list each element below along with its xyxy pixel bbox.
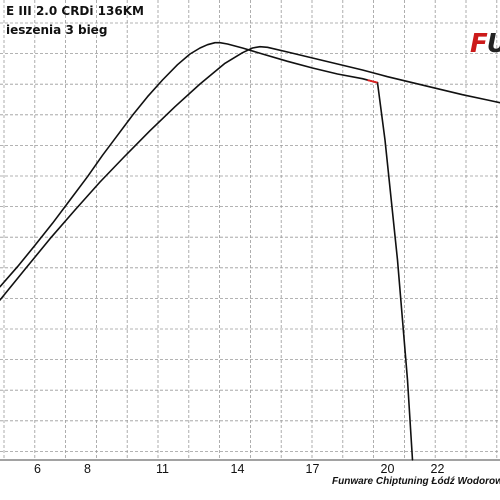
tick-layer: 6 8 11 14 17 20 22 <box>34 462 444 476</box>
chart-title-line-2: ieszenia 3 bieg <box>6 23 108 37</box>
x-tick-label: 11 <box>156 462 169 476</box>
chart-title-line-1: E III 2.0 CRDi 136KM <box>6 4 144 18</box>
x-tick-label: 20 <box>381 462 395 476</box>
x-tick-label: 8 <box>84 462 91 476</box>
x-tick-label: 17 <box>306 462 320 476</box>
x-tick-label: 22 <box>431 462 445 476</box>
brand-logo: FU <box>470 29 500 59</box>
series-layer <box>0 41 500 461</box>
series-line-1 <box>0 41 379 288</box>
logo-letter-red: F <box>470 29 488 59</box>
series-line-2 <box>0 45 500 301</box>
x-tick-label: 6 <box>34 462 41 476</box>
logo-letter-dark: U <box>487 29 500 59</box>
grid-layer <box>0 0 500 461</box>
marker-layer <box>367 79 378 84</box>
footer-credit: Funware Chiptuning Łódź Wodorowa <box>332 476 500 487</box>
cutoff-marker <box>367 79 378 84</box>
series-line-3 <box>376 81 414 461</box>
x-tick-label: 14 <box>231 462 245 476</box>
